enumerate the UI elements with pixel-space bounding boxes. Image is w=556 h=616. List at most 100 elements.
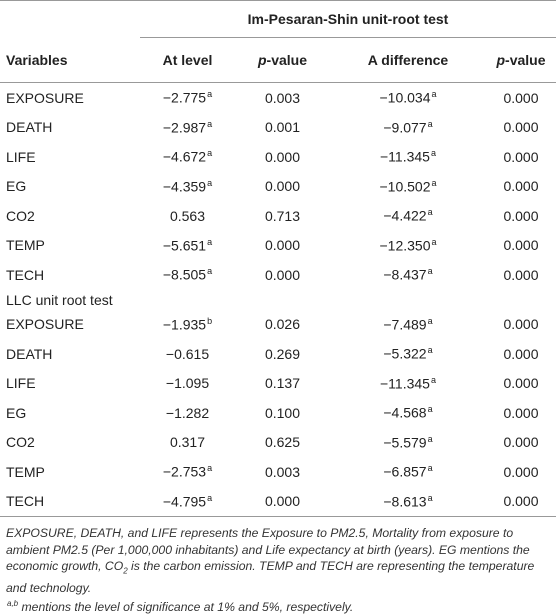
- value-cell: 0.713: [264, 207, 301, 224]
- value-cell: 0.000: [503, 89, 539, 106]
- note-text: is the carbon emission. TEMP and TECH ar…: [6, 559, 535, 595]
- footnotes: EXPOSURE, DEATH, and LIFE represents the…: [0, 517, 556, 616]
- value-cell: 0.000: [503, 148, 539, 165]
- value-cell: 0.000: [503, 316, 539, 333]
- note-superscript: a,b: [7, 599, 19, 609]
- data-row: EG −1.282 0.100 −4.568a 0.000: [0, 398, 556, 428]
- value-text: −2.753: [162, 464, 207, 481]
- column-header: At level: [140, 37, 235, 83]
- variable-cell: TECH: [0, 486, 140, 517]
- significance-mark: a: [207, 177, 213, 188]
- data-row: CO2 0.317 0.625 −5.579a 0.000: [0, 428, 556, 458]
- table-body: EXPOSURE −2.775a 0.003 −10.034a 0.000 DEATH −2…: [0, 83, 556, 517]
- value-text: −1.935: [162, 316, 207, 333]
- significance-mark: a: [427, 118, 433, 129]
- value-cell: −10.502a: [330, 172, 486, 202]
- value-text: −10.034: [379, 90, 431, 107]
- variable-cell: LIFE: [6, 375, 36, 392]
- significance-mark: a: [427, 266, 433, 277]
- value-text: −4.672: [162, 149, 207, 166]
- value-cell: 0.000: [503, 404, 539, 421]
- note-text: EXPOSURE, DEATH, and LIFE represents the…: [6, 526, 530, 573]
- footnote: EXPOSURE, DEATH, and LIFE represents the…: [6, 525, 550, 596]
- significance-mark: a: [427, 433, 433, 444]
- value-cell: 0.000: [486, 486, 556, 517]
- value-cell: 0.000: [264, 148, 301, 165]
- value-cell: 0.563: [169, 207, 206, 224]
- value-text: −8.437: [383, 267, 427, 284]
- variable-cell: TECH: [6, 266, 45, 283]
- significance-mark: a: [207, 236, 213, 247]
- variable-cell: TEMP: [6, 237, 45, 254]
- value-cell: −1.935b: [140, 310, 235, 340]
- value-text: −4.795: [162, 493, 207, 510]
- value-text: −2.775: [162, 90, 207, 107]
- data-row: CO2 0.563 0.713 −4.422a 0.000: [0, 201, 556, 231]
- data-row: TECH −8.505a 0.000 −8.437a 0.000: [0, 260, 556, 290]
- significance-mark: b: [207, 315, 213, 326]
- text-part: -value: [505, 52, 546, 68]
- section-row: LLC unit root test: [0, 290, 556, 310]
- blank-cell: [0, 0, 140, 38]
- note-text: mentions the level of significance at 1%…: [18, 600, 354, 615]
- table-head: Im-Pesaran-Shin unit-root test Variables A…: [0, 0, 556, 83]
- value-cell: −4.568a: [330, 398, 486, 428]
- value-text: −11.345: [380, 149, 430, 166]
- value-cell: 0.000: [264, 266, 301, 283]
- value-cell: −2.987a: [140, 113, 235, 143]
- value-cell: −11.345a: [330, 369, 486, 399]
- variable-cell: CO2: [6, 207, 35, 224]
- value-cell: −4.359a: [140, 172, 235, 202]
- significance-mark: a: [427, 404, 433, 415]
- data-row: TEMP −2.753a 0.003 −6.857a 0.000: [0, 457, 556, 487]
- value-cell: 0.003: [264, 89, 301, 106]
- value-cell: −0.615: [165, 345, 210, 362]
- variable-cell: EG: [6, 178, 27, 195]
- column-header: p-value: [235, 37, 330, 83]
- value-cell: 0.000: [503, 375, 539, 392]
- value-cell: −2.753a: [140, 457, 235, 487]
- value-cell: −5.579a: [330, 428, 486, 458]
- significance-mark: a: [427, 463, 433, 474]
- table-title: Im-Pesaran-Shin unit-root test: [140, 0, 556, 38]
- variable-cell: EXPOSURE: [6, 316, 84, 333]
- value-text: −8.505: [162, 267, 207, 284]
- value-cell: 0.000: [503, 266, 539, 283]
- variable-cell: CO2: [6, 434, 35, 451]
- value-text: −2.987: [162, 119, 207, 136]
- variable-cell: LIFE: [6, 148, 36, 165]
- value-cell: 0.625: [264, 434, 301, 451]
- value-cell: −4.422a: [330, 201, 486, 231]
- value-cell: 0.137: [264, 375, 301, 392]
- significance-mark: a: [431, 89, 437, 100]
- value-text: −12.350: [379, 237, 431, 254]
- column-header: Variables: [0, 37, 140, 83]
- value-cell: 0.100: [264, 404, 301, 421]
- variable-cell: DEATH: [6, 119, 53, 136]
- value-cell: −4.795a: [140, 486, 235, 517]
- value-text: −6.857: [383, 464, 427, 481]
- significance-mark: a: [427, 492, 433, 503]
- value-cell: −10.034a: [330, 83, 486, 113]
- value-text: −4.359: [162, 178, 207, 195]
- data-row: EXPOSURE −1.935b 0.026 −7.489a 0.000: [0, 310, 556, 340]
- data-row: DEATH −2.987a 0.001 −9.077a 0.000: [0, 113, 556, 143]
- significance-mark: a: [427, 345, 433, 356]
- significance-mark: a: [207, 463, 213, 474]
- value-cell: −12.350a: [330, 231, 486, 261]
- value-cell: −4.672a: [140, 142, 235, 172]
- results-table: Im-Pesaran-Shin unit-root test Variables A…: [0, 0, 556, 517]
- italic-part: p: [257, 52, 267, 68]
- variable-cell: EXPOSURE: [6, 89, 84, 106]
- value-text: −5.579: [383, 434, 427, 451]
- value-cell: −5.322a: [330, 339, 486, 369]
- value-cell: −9.077a: [330, 113, 486, 143]
- value-cell: 0.026: [264, 316, 301, 333]
- column-header: p-value: [486, 37, 556, 83]
- value-cell: −6.857a: [330, 457, 486, 487]
- value-cell: −1.282: [165, 404, 210, 421]
- value-cell: −8.613a: [330, 486, 486, 517]
- data-row: TEMP −5.651a 0.000 −12.350a 0.000: [0, 231, 556, 261]
- significance-mark: a: [431, 177, 437, 188]
- italic-part: p: [496, 52, 506, 68]
